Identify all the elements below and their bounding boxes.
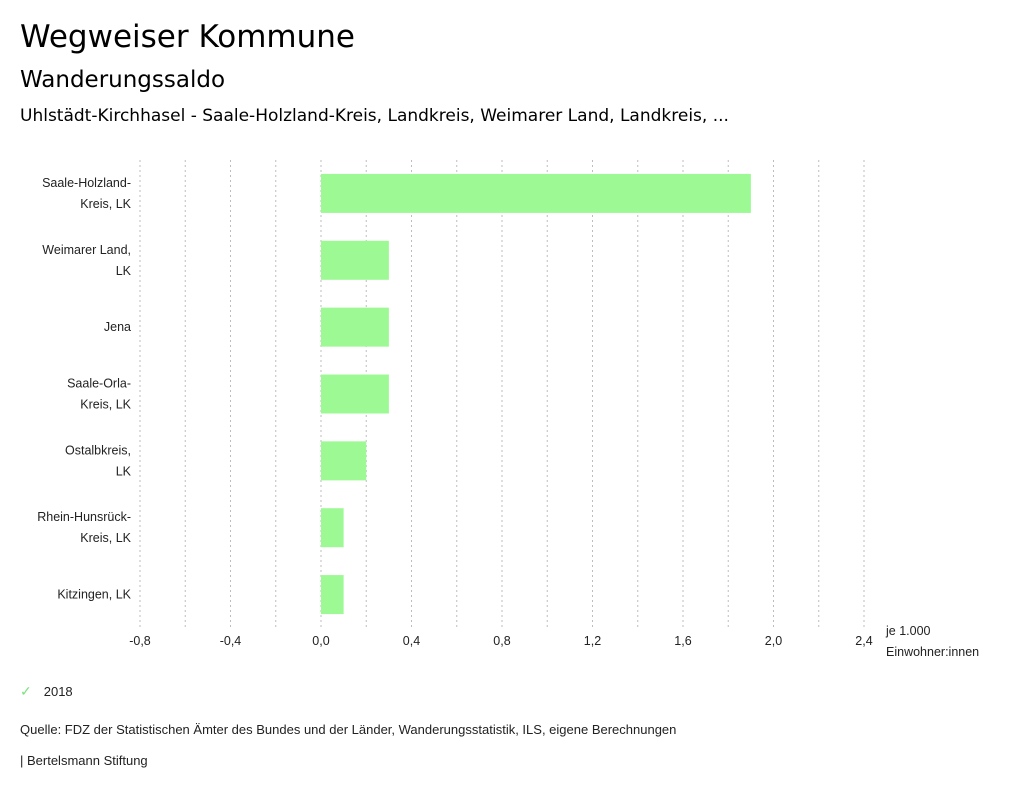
- category-label: Saale-Holzland-Kreis, LK: [42, 176, 132, 211]
- bar[interactable]: [321, 240, 389, 280]
- category-label: Kitzingen, LK: [57, 588, 131, 602]
- chart-description: Uhlstädt-Kirchhasel - Saale-Holzland-Kre…: [20, 106, 729, 126]
- category-label: Saale-Orla-Kreis, LK: [67, 377, 132, 412]
- bars: [321, 173, 751, 615]
- check-icon[interactable]: ✓: [20, 683, 32, 699]
- legend-label-2018: 2018: [43, 684, 73, 699]
- x-axis-unit-label: je 1.000 Einwohner:innen: [885, 624, 979, 659]
- category-label: Ostalbkreis, LK: [65, 443, 132, 478]
- credit-note: | Bertelsmann Stiftung: [20, 753, 148, 768]
- x-tick-labels: -0,8 -0,4 0,0 0,4 0,8 1,2 1,6 2,0 2,4: [129, 634, 873, 648]
- x-tick-label: -0,8: [129, 634, 151, 648]
- bar[interactable]: [321, 441, 367, 481]
- page-title: Wegweiser Kommune: [20, 19, 355, 55]
- x-tick-label: 1,2: [584, 634, 601, 648]
- category-label: Rhein-Hunsrück-Kreis, LK: [37, 510, 131, 545]
- bar[interactable]: [321, 374, 389, 414]
- x-tick-label: 0,8: [493, 634, 510, 648]
- x-tick-label: 0,0: [312, 634, 329, 648]
- category-label: Weimarer Land, LK: [42, 243, 131, 278]
- x-tick-label: 0,4: [403, 634, 420, 648]
- x-axis-unit-text: Einwohner:innen: [886, 645, 979, 659]
- x-tick-label: 2,0: [765, 634, 782, 648]
- x-tick-label: 1,6: [674, 634, 691, 648]
- category-labels: Saale-Holzland-Kreis, LK Weimarer Land, LK…: [37, 176, 131, 602]
- source-note: Quelle: FDZ der Statistischen Ämter des …: [20, 722, 677, 737]
- bar-chart: Saale-Holzland-Kreis, LK Weimarer Land, LK…: [37, 160, 979, 659]
- category-label: Jena: [104, 320, 131, 334]
- x-tick-label: 2,4: [855, 634, 872, 648]
- gridlines: [139, 160, 865, 628]
- legend[interactable]: ✓ 2018: [20, 683, 73, 700]
- bar[interactable]: [321, 575, 344, 615]
- bar[interactable]: [321, 173, 751, 213]
- x-tick-label: -0,4: [220, 634, 242, 648]
- x-axis-unit-text: je 1.000: [885, 624, 931, 638]
- bar[interactable]: [321, 508, 344, 548]
- chart-subtitle: Wanderungssaldo: [20, 67, 226, 93]
- bar[interactable]: [321, 307, 389, 347]
